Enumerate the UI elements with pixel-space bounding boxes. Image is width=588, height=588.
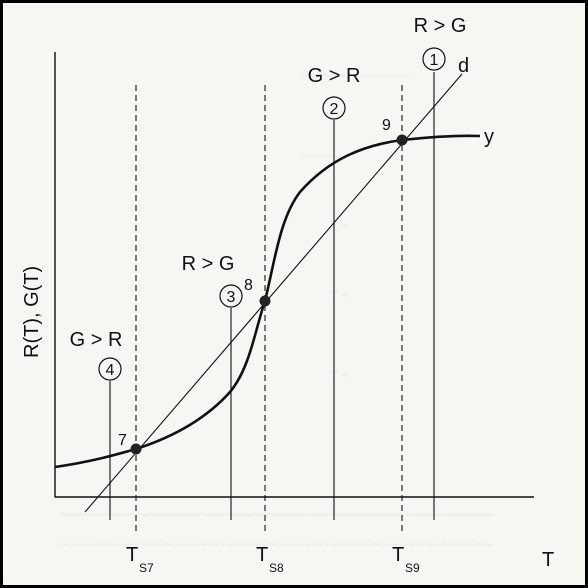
intersection-number-9: 9 <box>382 117 391 134</box>
region-relation-4: G > R <box>70 329 123 351</box>
region-number-2: 2 <box>330 101 339 118</box>
tick-ts8-main: T <box>256 544 268 566</box>
tick-ts7-sub: S7 <box>139 561 154 575</box>
svg-text:~~~~~~: ~~~~~~ <box>300 149 346 164</box>
bleed-through-text: ~~~~~~ ~~~~~~~~ ~~~~~~ T ~ T ~ T ~ ~~~~~… <box>60 69 493 554</box>
y-axis-label: R(T), G(T) <box>21 266 43 358</box>
tick-ts7-main: T <box>126 544 138 566</box>
tick-ts9: T S9 <box>392 544 420 575</box>
intersection-point-9 <box>396 134 408 146</box>
intersection-point-7 <box>130 443 142 455</box>
line-d-label: d <box>458 55 469 77</box>
region-number-3: 3 <box>227 289 236 306</box>
svg-text:T ~: T ~ <box>330 219 349 234</box>
tick-ts9-sub: S9 <box>405 561 420 575</box>
svg-text:~~~~~~~~~~~~~~~~~~~~~~~~~~~~~~: ~~~~~~~~~~~~~~~~~~~~~~~~~~~~~~~~~~~~~~~~… <box>60 507 493 524</box>
region-marker-1: 1 R > G <box>414 15 467 71</box>
tick-ts8-sub: S8 <box>269 561 284 575</box>
region-marker-4: 4 G > R <box>70 329 123 381</box>
line-d <box>84 73 463 513</box>
intersection-number-7: 7 <box>118 432 127 449</box>
region-marker-2: 2 G > R <box>308 65 361 120</box>
region-circle-2 <box>322 96 346 120</box>
tick-ts8: T S8 <box>256 544 284 575</box>
svg-text:~~~~~~ ~~~~~~~~: ~~~~~~ ~~~~~~~~ <box>300 69 410 84</box>
region-circle-3 <box>219 284 243 308</box>
region-relation-1: R > G <box>414 15 467 37</box>
svg-text:T ~: T ~ <box>330 289 349 304</box>
x-axis-label: T <box>542 549 554 571</box>
region-number-4: 4 <box>106 362 115 379</box>
region-number-1: 1 <box>430 52 439 69</box>
region-circle-4 <box>98 357 122 381</box>
region-circle-1 <box>422 47 446 71</box>
intersection-point-8 <box>259 295 271 307</box>
region-relation-3: R > G <box>182 253 235 275</box>
curve-y-label: y <box>484 126 494 148</box>
region-marker-3: 3 R > G <box>182 253 243 308</box>
intersection-number-8: 8 <box>244 277 253 294</box>
tick-ts7: T S7 <box>126 544 154 575</box>
svg-text:T ~: T ~ <box>330 369 349 384</box>
region-relation-2: G > R <box>308 65 361 87</box>
svg-text:~~~~~~~~~~~~~~~~~~~~~~~~~~~~~~: ~~~~~~~~~~~~~~~~~~~~~~~~~~~~~~~~~~~~~~~~… <box>60 537 493 554</box>
diagram-canvas: ~~~~~~ ~~~~~~~~ ~~~~~~ T ~ T ~ T ~ ~~~~~… <box>21 15 554 575</box>
tick-ts9-main: T <box>392 544 404 566</box>
